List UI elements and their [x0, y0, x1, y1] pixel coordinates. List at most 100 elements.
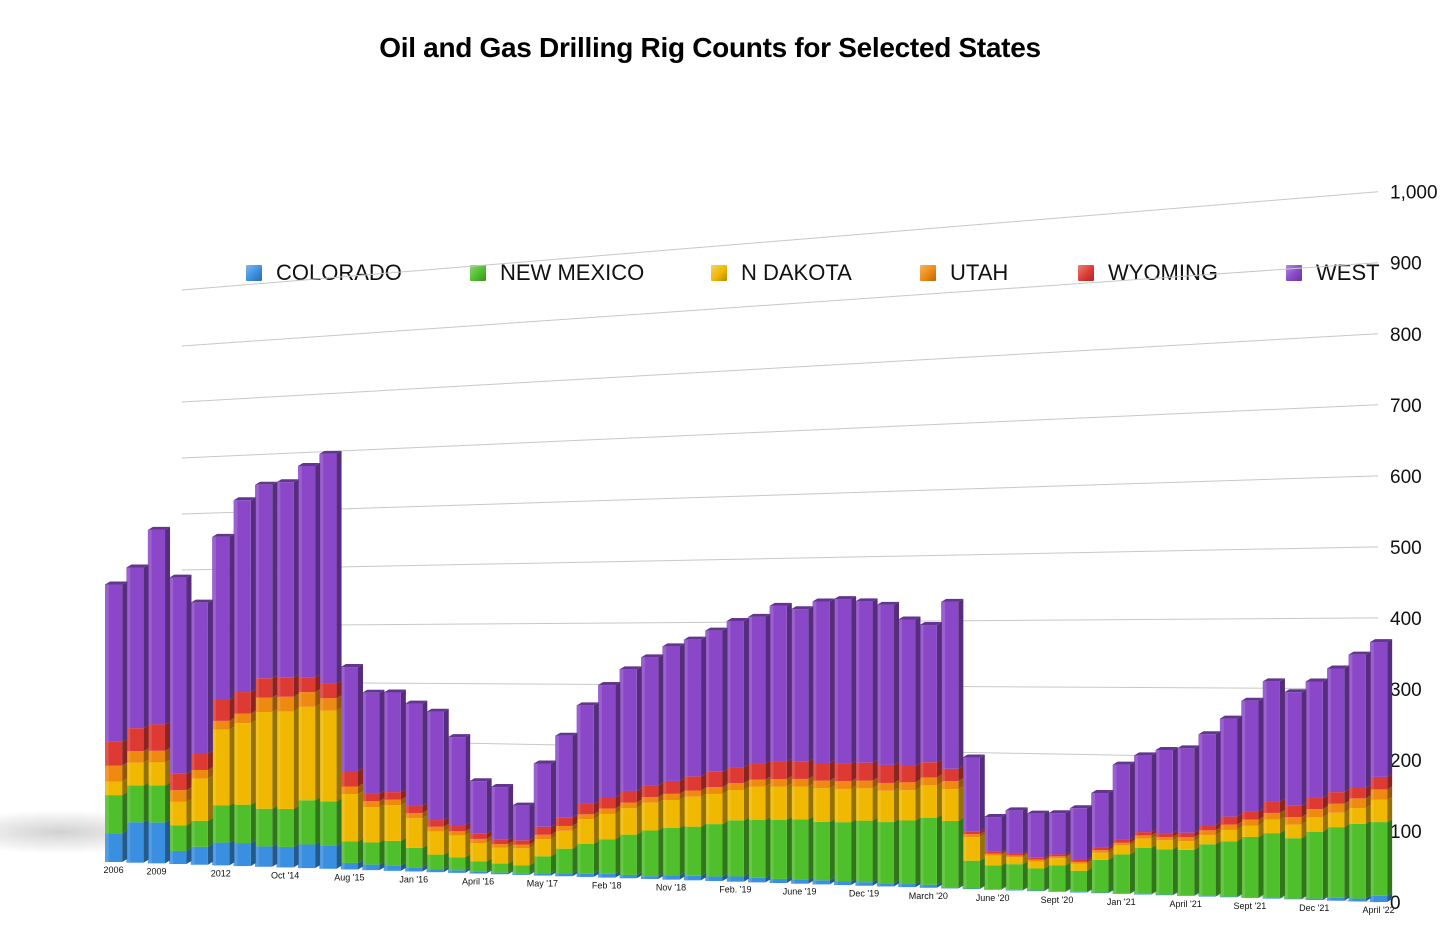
bar-stack-42	[1005, 807, 1028, 891]
bar-highlight-west-42	[1005, 810, 1010, 854]
bar-side-west-4	[207, 599, 213, 754]
bar-top-18	[490, 784, 514, 788]
bar-new-mexico-51	[1198, 844, 1216, 896]
bar-side-new-mexico-30	[765, 817, 771, 878]
bar-side-colorado-41	[1001, 886, 1007, 890]
bar-highlight-utah-13	[383, 799, 388, 806]
bar-highlight-utah-46	[1091, 850, 1096, 853]
bar-side-wyoming-13	[400, 789, 406, 800]
bar-wyoming-2	[147, 724, 166, 751]
bar-stack-26	[662, 643, 685, 880]
bar-west-57	[1327, 668, 1345, 793]
x-tick-label-june-19: June '19	[783, 887, 817, 897]
bar-highlight-colorado-40	[962, 888, 967, 890]
bar-highlight-wyoming-52	[1219, 816, 1224, 825]
bar-highlight-west-15	[426, 711, 431, 821]
bar-top-41	[984, 814, 1007, 818]
bar-side-n-dakota-8	[293, 708, 299, 809]
bar-side-west-36	[894, 601, 900, 765]
bar-highlight-colorado-14	[405, 867, 409, 872]
bar-highlight-colorado-33	[812, 880, 817, 885]
bar-new-mexico-11	[340, 841, 358, 863]
bar-highlight-n-dakota-13	[383, 805, 388, 841]
bar-side-new-mexico-56	[1322, 828, 1328, 899]
bar-highlight-wyoming-39	[941, 768, 945, 782]
bar-west-59	[1370, 642, 1388, 777]
bar-side-new-mexico-36	[894, 819, 900, 884]
bar-side-utah-48	[1151, 832, 1157, 839]
bar-side-utah-27	[701, 787, 707, 797]
bar-side-west-51	[1215, 731, 1221, 826]
bar-west-46	[1091, 793, 1109, 848]
bar-highlight-colorado-42	[1005, 889, 1010, 891]
bar-utah-53	[1241, 819, 1259, 826]
bar-highlight-utah-33	[812, 780, 817, 789]
bar-highlight-utah-59	[1370, 789, 1374, 800]
bar-highlight-utah-14	[405, 813, 409, 819]
bar-side-wyoming-1	[143, 725, 149, 752]
bar-highlight-new-mexico-15	[426, 854, 431, 870]
bar-highlight-n-dakota-59	[1370, 799, 1374, 823]
bar-n-dakota-45	[1069, 863, 1087, 871]
bar-utah-35	[855, 780, 873, 789]
bar-highlight-new-mexico-21	[555, 848, 560, 874]
bar-stack-36	[876, 601, 900, 887]
bar-highlight-west-2	[147, 529, 152, 725]
bar-colorado-51	[1198, 895, 1216, 897]
bar-new-mexico-5	[212, 805, 230, 843]
bar-side-new-mexico-19	[529, 862, 535, 874]
bar-utah-19	[512, 844, 530, 849]
bar-highlight-colorado-46	[1091, 892, 1096, 894]
bar-highlight-new-mexico-48	[1134, 847, 1138, 894]
y-tick-label-100: 100	[1390, 822, 1422, 843]
bar-highlight-new-mexico-54	[1262, 833, 1267, 898]
bar-side-n-dakota-54	[1279, 816, 1285, 834]
bar-highlight-colorado-11	[340, 862, 345, 870]
x-tick-label-dec-21: Dec '21	[1299, 903, 1329, 913]
bar-stack-46	[1091, 790, 1114, 894]
bar-highlight-colorado-2	[147, 822, 152, 864]
bar-side-n-dakota-4	[207, 775, 213, 821]
bar-highlight-new-mexico-7	[255, 808, 259, 847]
bar-stack-21	[555, 732, 578, 877]
bar-side-n-dakota-13	[400, 802, 406, 841]
bar-wyoming-21	[555, 817, 573, 826]
bar-top-22	[576, 702, 599, 706]
bar-new-mexico-0	[105, 795, 123, 834]
bar-wyoming-23	[598, 797, 616, 809]
bar-stack-29	[726, 617, 749, 882]
bar-side-west-38	[936, 622, 942, 763]
bar-utah-28	[705, 787, 723, 794]
bar-utah-17	[469, 838, 487, 844]
bar-new-mexico-8	[276, 808, 294, 847]
bar-highlight-wyoming-4	[190, 753, 195, 770]
bar-colorado-40	[962, 888, 980, 890]
bar-highlight-colorado-37	[898, 884, 903, 888]
bar-stack-43	[1026, 810, 1050, 892]
bar-highlight-west-41	[984, 817, 988, 852]
bar-highlight-utah-28	[705, 787, 710, 794]
bar-side-west-33	[829, 598, 835, 763]
bar-side-n-dakota-31	[786, 783, 792, 820]
bar-colorado-23	[598, 873, 616, 878]
bar-colorado-24	[619, 874, 637, 879]
bar-side-wyoming-59	[1387, 773, 1393, 790]
bar-highlight-new-mexico-27	[683, 826, 688, 876]
bar-highlight-new-mexico-37	[898, 820, 903, 885]
bar-side-utah-38	[936, 774, 942, 786]
bar-new-mexico-14	[405, 847, 423, 868]
bar-highlight-colorado-43	[1026, 890, 1031, 892]
bar-side-wyoming-38	[936, 759, 942, 778]
bar-n-dakota-29	[726, 789, 744, 821]
bar-side-wyoming-33	[829, 759, 835, 781]
bar-side-new-mexico-21	[572, 845, 578, 874]
bar-highlight-n-dakota-5	[212, 729, 216, 806]
bar-stack-16	[448, 734, 471, 873]
bar-side-n-dakota-3	[186, 798, 192, 826]
bar-side-colorado-47	[1129, 890, 1135, 894]
bar-side-utah-10	[336, 695, 342, 711]
bar-top-42	[1005, 807, 1028, 811]
bar-highlight-wyoming-18	[490, 839, 495, 845]
bar-side-new-mexico-38	[936, 814, 942, 885]
bar-side-colorado-49	[1172, 891, 1178, 896]
